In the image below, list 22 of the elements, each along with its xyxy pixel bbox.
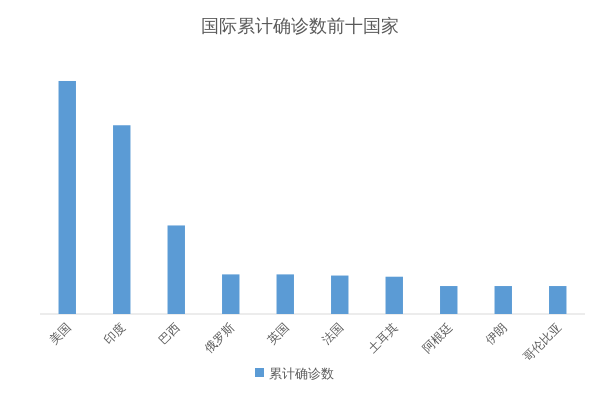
x-tick-label: 美国 [46,320,74,348]
x-tick-label: 巴西 [156,320,182,348]
legend-label: 累计确诊数 [269,367,334,382]
x-tick-label: 哥伦比亚 [520,320,564,364]
x-tick-label: 英国 [264,320,292,348]
bar [386,276,403,314]
x-tick-label: 伊朗 [482,320,510,348]
x-tick-label: 土耳其 [365,320,400,356]
bar [549,286,566,314]
bar [331,276,348,314]
bar [494,286,512,314]
x-tick-label: 阿根廷 [420,320,455,356]
x-tick-label: 俄罗斯 [202,320,237,356]
bar [113,125,130,314]
x-tick-label: 印度 [101,320,128,348]
bar [440,286,458,314]
bar [168,225,185,314]
x-tick-label: 法国 [319,320,346,348]
bar [222,274,240,314]
chart-title: 国际累计确诊数前十国家 [201,16,399,37]
bar [58,80,76,314]
bar [276,274,294,314]
